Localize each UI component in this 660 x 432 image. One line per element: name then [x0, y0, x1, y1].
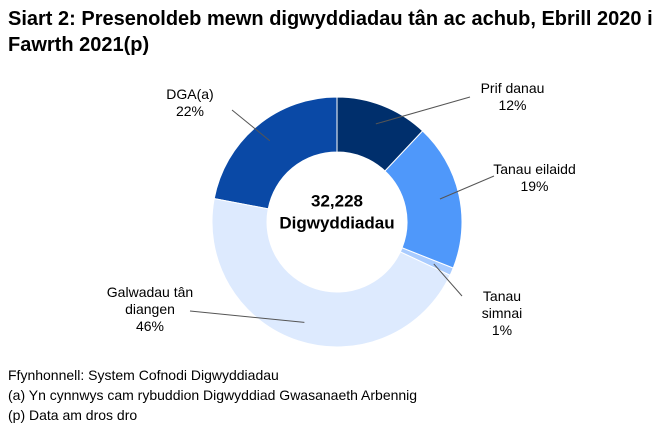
source: Ffynhonnell: System Cofnodi Digwyddiadau	[8, 367, 279, 383]
value-label: 1%	[491, 322, 513, 338]
category-label: Tanau simnai	[481, 288, 523, 321]
total-value: 32,228	[311, 191, 363, 210]
slice-label: Prif danau 12%	[470, 80, 555, 114]
chart-title: Siart 2: Presenoldeb mewn digwyddiadau t…	[8, 8, 653, 56]
note: (a) Yn cynnwys cam rybuddion Digwyddiad …	[8, 387, 418, 403]
value-label: 12%	[498, 97, 527, 113]
leader-line	[433, 263, 463, 297]
slice	[211, 197, 451, 348]
category-label: Galwadau tân diangen	[106, 284, 194, 317]
slice-label: Galwadau tân diangen 46%	[100, 284, 200, 335]
leader-line	[189, 310, 305, 323]
total-label: Digwyddiadau	[279, 213, 394, 232]
slice-label: DGA(a) 22%	[150, 86, 230, 120]
slice	[336, 96, 424, 172]
value-label: 22%	[175, 103, 205, 119]
category-label: Tanau eilaidd	[493, 161, 576, 177]
slice-label: Tanau eilaidd 19%	[492, 161, 577, 195]
slice-label: Tanau simnai 1%	[462, 288, 542, 339]
value-label: 46%	[135, 318, 165, 334]
note: (p) Data am dros dro	[8, 407, 138, 423]
leader-line	[375, 96, 471, 125]
leader-line	[231, 109, 271, 142]
category-label: DGA(a)	[166, 86, 214, 102]
value-label: 19%	[520, 178, 549, 194]
leader-line	[439, 175, 495, 200]
slice	[384, 130, 463, 269]
category-label: Prif danau	[480, 80, 545, 96]
slice	[213, 96, 338, 210]
